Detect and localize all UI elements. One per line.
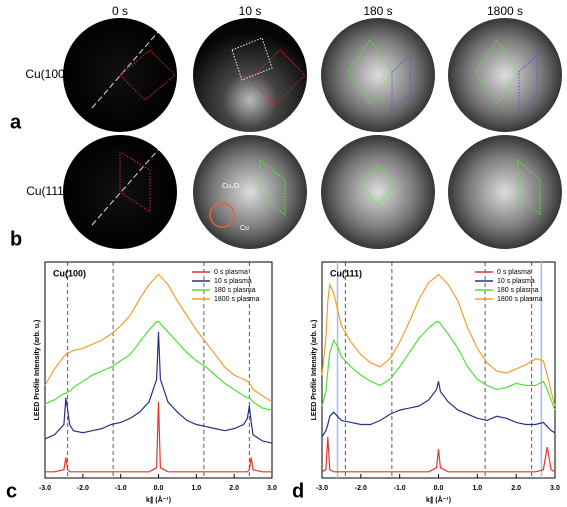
series-line xyxy=(44,273,273,403)
panel-label: a xyxy=(10,111,22,133)
unit-cell xyxy=(249,49,306,106)
leed-image xyxy=(448,18,562,132)
legend-label: 10 s plasma xyxy=(497,278,535,285)
chart-title: Cu(100) xyxy=(53,268,86,278)
series-line xyxy=(321,321,556,411)
x-tick-label: -2.0 xyxy=(77,485,89,492)
x-tick-label: -2.0 xyxy=(355,485,367,492)
time-label: 0 s xyxy=(112,4,128,18)
x-tick-label: 1.0 xyxy=(191,485,201,492)
x-tick-label: 2.0 xyxy=(229,485,239,492)
annotation: Cu xyxy=(240,225,249,232)
x-tick-label: 0.0 xyxy=(434,485,444,492)
time-label: 10 s xyxy=(239,4,262,18)
x-axis-label: k∥ (Å⁻¹) xyxy=(146,495,171,504)
x-tick-label: 1.0 xyxy=(472,485,482,492)
row-label: Cu(100) xyxy=(25,67,68,81)
unit-cell xyxy=(119,151,151,213)
highlight-circle xyxy=(209,202,235,228)
legend-label: 0 s plasma xyxy=(214,269,248,276)
x-tick-label: -3.0 xyxy=(39,485,51,492)
legend-label: 1800 s plasma xyxy=(214,296,260,303)
panel-label: b xyxy=(10,228,22,250)
x-tick-label: 3.0 xyxy=(267,485,277,492)
series-line xyxy=(321,436,556,473)
series-line xyxy=(44,331,273,444)
axis-guide xyxy=(91,31,159,109)
x-tick-label: 0.0 xyxy=(154,485,164,492)
unit-cell xyxy=(474,39,520,105)
legend-label: 0 s plasma xyxy=(497,269,531,276)
panel-label: d xyxy=(292,480,304,502)
y-axis-label: LEED Profile Intensity (arb. u.) xyxy=(34,320,41,421)
x-tick-label: 2.0 xyxy=(511,485,521,492)
x-tick-label: -3.0 xyxy=(316,485,328,492)
leed-image xyxy=(448,135,562,249)
legend-label: 180 s plasma xyxy=(214,287,256,294)
panel-label: c xyxy=(6,480,17,502)
leed-image xyxy=(321,18,435,132)
unit-cell xyxy=(347,39,393,105)
plot-frame xyxy=(321,261,556,479)
plot-frame xyxy=(44,261,273,479)
leed-images: Cu₂O Cu xyxy=(63,18,562,249)
axis-guide xyxy=(91,149,159,226)
leed-image xyxy=(193,18,307,132)
column-headers: 0 s 10 s 180 s 1800 s xyxy=(112,4,523,18)
series-line xyxy=(45,401,272,473)
unit-cell xyxy=(360,164,396,206)
chart-title: Cu(111) xyxy=(330,268,362,278)
time-label: 1800 s xyxy=(487,4,523,18)
unit-cell xyxy=(517,158,541,217)
leed-image xyxy=(193,135,307,249)
legend-label: 180 s plasma xyxy=(497,287,539,294)
annotation: Cu₂O xyxy=(222,183,240,190)
x-axis-label: k∥ (Å⁻¹) xyxy=(426,495,451,504)
series-line xyxy=(321,273,556,407)
time-label: 180 s xyxy=(363,4,392,18)
x-tick-label: -1.0 xyxy=(394,485,406,492)
legend-label: 1800 s plasma xyxy=(497,296,543,303)
unit-cell xyxy=(259,158,286,217)
legend-label: 10 s plasma xyxy=(214,278,252,285)
series-line xyxy=(321,381,556,438)
row-label: Cu(111) xyxy=(26,184,68,198)
y-axis-label: LEED Profile Intensity (arb. u.) xyxy=(311,320,318,421)
x-tick-label: 3.0 xyxy=(550,485,560,492)
series-line xyxy=(44,321,273,411)
unit-cell xyxy=(231,37,273,81)
x-tick-label: -1.0 xyxy=(115,485,127,492)
leed-image xyxy=(321,135,435,249)
